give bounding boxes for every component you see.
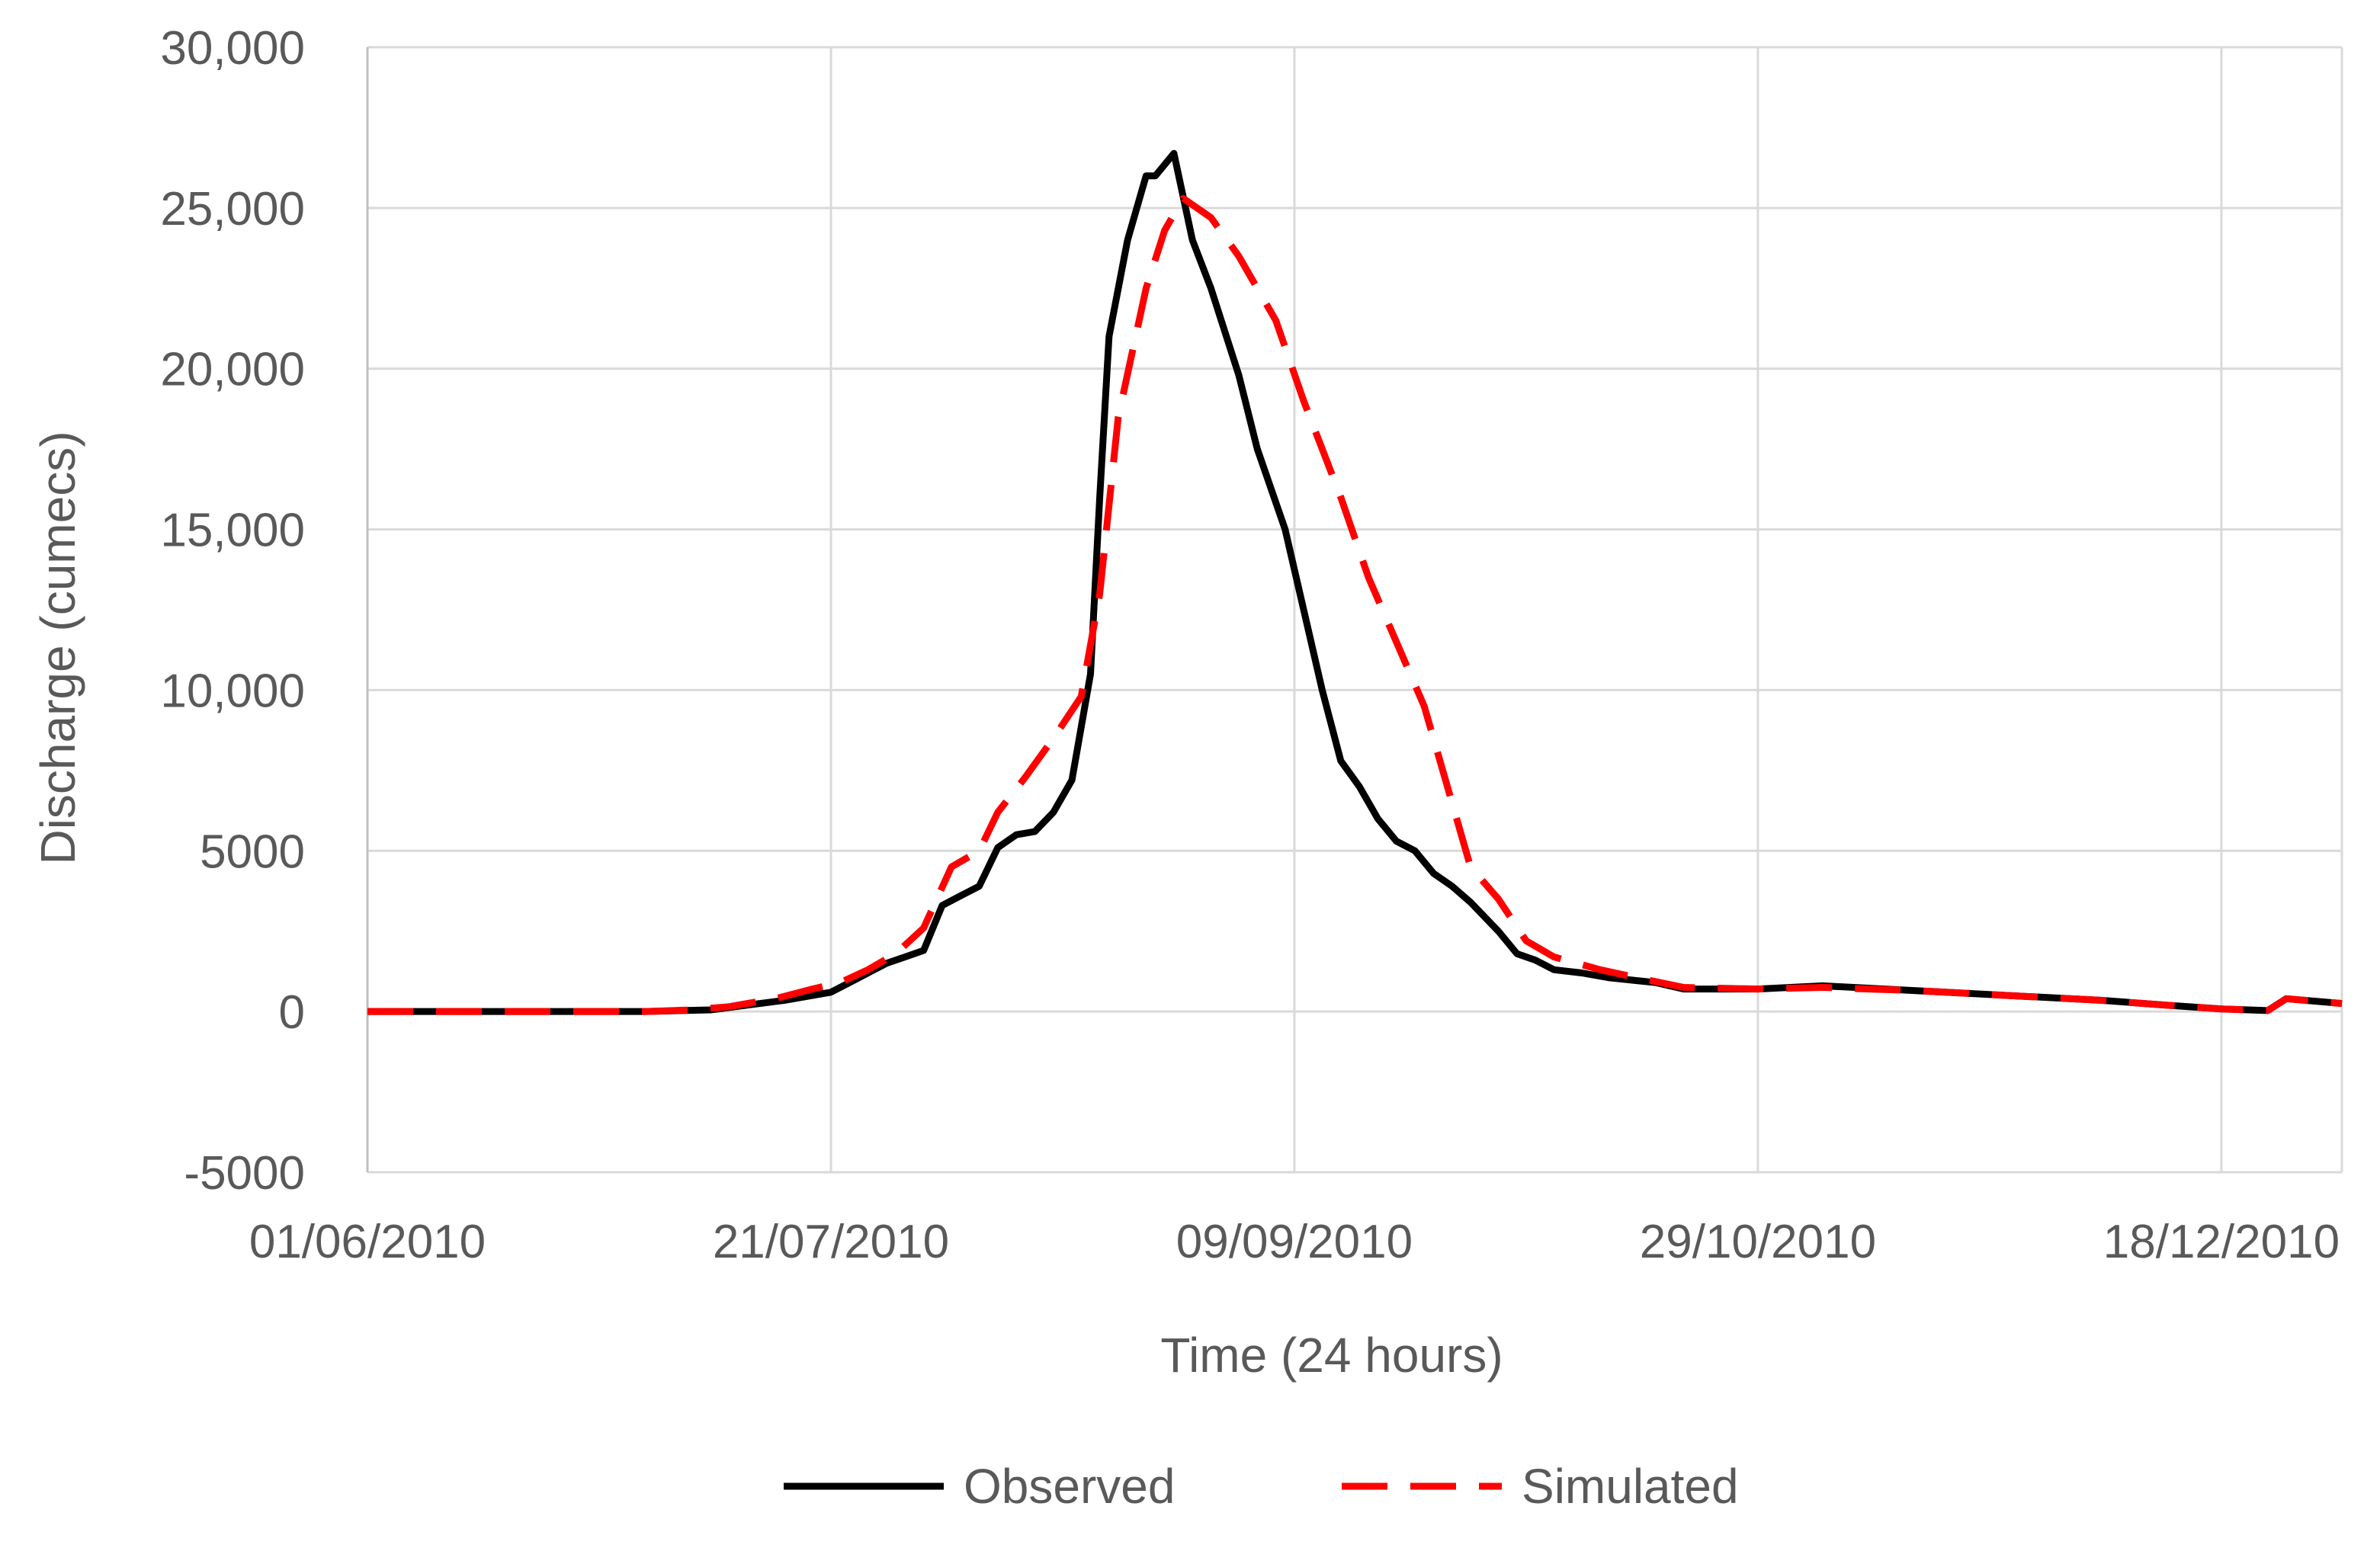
x-tick-label: 01/06/2010: [249, 1216, 486, 1268]
series-layer: [367, 149, 2343, 1015]
y-tick-label: 15,000: [160, 505, 305, 557]
y-tick-label: 20,000: [160, 344, 305, 396]
x-tick-label: 18/12/2010: [2103, 1216, 2340, 1268]
y-tick-label: 30,000: [160, 22, 305, 75]
y-tick-label: -5000: [184, 1147, 305, 1200]
legend-item-simulated: Simulated: [1342, 1459, 1739, 1514]
x-tick-label: 09/09/2010: [1176, 1216, 1413, 1268]
y-axis-title: Discharge (cumecs): [30, 431, 85, 864]
legend-item-observed: Observed: [784, 1459, 1175, 1514]
series-line-observed: [367, 149, 2343, 1015]
legend: Observed Simulated: [784, 1459, 1739, 1514]
x-tick-label: 29/10/2010: [1640, 1216, 1876, 1268]
axis-layer: Time (24 hours) Discharge (cumecs) -5000…: [30, 22, 2340, 1383]
x-tick-label: 21/07/2010: [713, 1216, 949, 1268]
y-tick-label: 5000: [200, 825, 305, 878]
legend-label: Observed: [964, 1459, 1175, 1514]
y-tick-label: 10,000: [160, 665, 305, 717]
series-line-simulated: [367, 194, 2343, 1015]
grid-layer: [366, 46, 2343, 1174]
legend-label: Simulated: [1522, 1459, 1739, 1514]
y-tick-label: 0: [279, 986, 305, 1039]
x-axis-title: Time (24 hours): [1160, 1328, 1503, 1383]
y-tick-label: 25,000: [160, 183, 305, 236]
